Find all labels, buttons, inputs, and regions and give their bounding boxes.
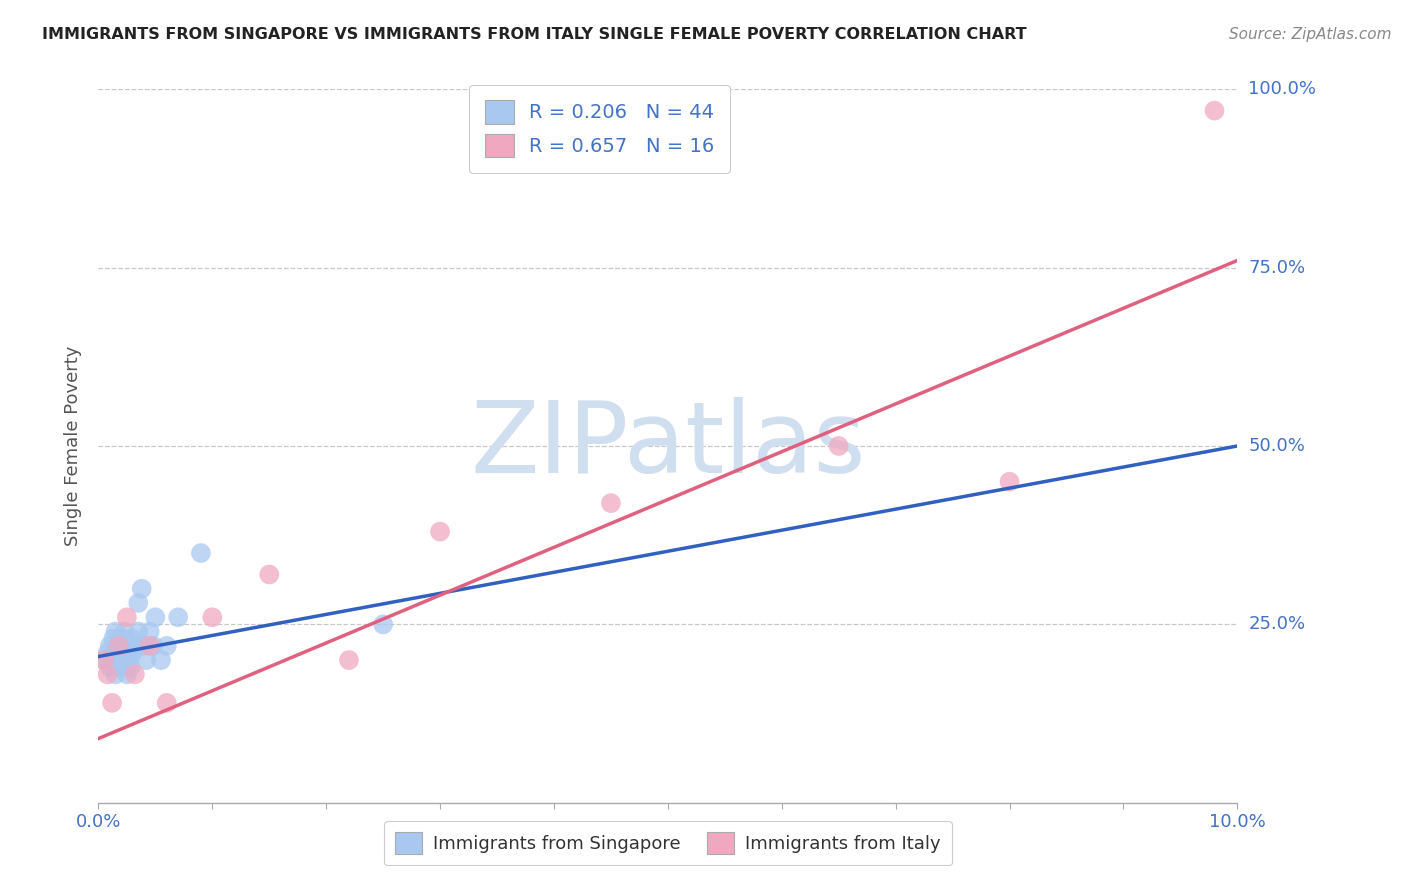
Point xyxy=(104,667,127,681)
Point xyxy=(112,632,135,646)
Text: 50.0%: 50.0% xyxy=(1249,437,1305,455)
Point xyxy=(96,667,118,681)
Point xyxy=(156,639,179,653)
Point xyxy=(259,567,281,582)
Y-axis label: Single Female Poverty: Single Female Poverty xyxy=(65,346,83,546)
Point xyxy=(103,646,125,660)
Point xyxy=(429,524,451,539)
Point xyxy=(108,632,131,646)
Point xyxy=(115,667,138,681)
Point xyxy=(114,624,136,639)
Point xyxy=(110,639,132,653)
Point xyxy=(150,653,173,667)
Point xyxy=(96,646,118,660)
Point xyxy=(98,639,121,653)
Point xyxy=(132,639,155,653)
Point xyxy=(124,639,146,653)
Legend: Immigrants from Singapore, Immigrants from Italy: Immigrants from Singapore, Immigrants fr… xyxy=(384,822,952,865)
Point xyxy=(600,496,623,510)
Point xyxy=(190,546,212,560)
Point xyxy=(93,653,115,667)
Text: IMMIGRANTS FROM SINGAPORE VS IMMIGRANTS FROM ITALY SINGLE FEMALE POVERTY CORRELA: IMMIGRANTS FROM SINGAPORE VS IMMIGRANTS … xyxy=(42,27,1026,42)
Point xyxy=(120,660,142,674)
Point xyxy=(828,439,851,453)
Point xyxy=(111,646,134,660)
Point xyxy=(142,639,165,653)
Text: 100.0%: 100.0% xyxy=(1249,80,1316,98)
Point xyxy=(167,610,190,624)
Point xyxy=(108,646,131,660)
Point xyxy=(1204,103,1226,118)
Point xyxy=(110,660,132,674)
Point xyxy=(104,624,127,639)
Point xyxy=(115,610,138,624)
Point xyxy=(112,653,135,667)
Point xyxy=(138,624,160,639)
Point xyxy=(201,610,224,624)
Point xyxy=(337,653,360,667)
Point xyxy=(124,667,146,681)
Point xyxy=(103,632,125,646)
Point xyxy=(108,660,131,674)
Point xyxy=(93,653,115,667)
Point xyxy=(121,646,143,660)
Point xyxy=(114,653,136,667)
Point xyxy=(127,624,149,639)
Point xyxy=(110,653,132,667)
Point xyxy=(145,610,167,624)
Text: 25.0%: 25.0% xyxy=(1249,615,1306,633)
Point xyxy=(118,653,141,667)
Point xyxy=(998,475,1021,489)
Point xyxy=(371,617,394,632)
Point xyxy=(135,653,157,667)
Point xyxy=(117,646,139,660)
Point xyxy=(107,639,129,653)
Text: ZIPatlas: ZIPatlas xyxy=(470,398,866,494)
Point xyxy=(105,653,128,667)
Point xyxy=(101,653,124,667)
Text: Source: ZipAtlas.com: Source: ZipAtlas.com xyxy=(1229,27,1392,42)
Point xyxy=(121,632,143,646)
Point xyxy=(127,596,149,610)
Point xyxy=(131,582,153,596)
Point xyxy=(138,639,160,653)
Point xyxy=(108,639,131,653)
Point xyxy=(120,639,142,653)
Point xyxy=(156,696,179,710)
Point xyxy=(98,660,121,674)
Point xyxy=(101,696,124,710)
Text: 75.0%: 75.0% xyxy=(1249,259,1306,277)
Point xyxy=(115,639,138,653)
